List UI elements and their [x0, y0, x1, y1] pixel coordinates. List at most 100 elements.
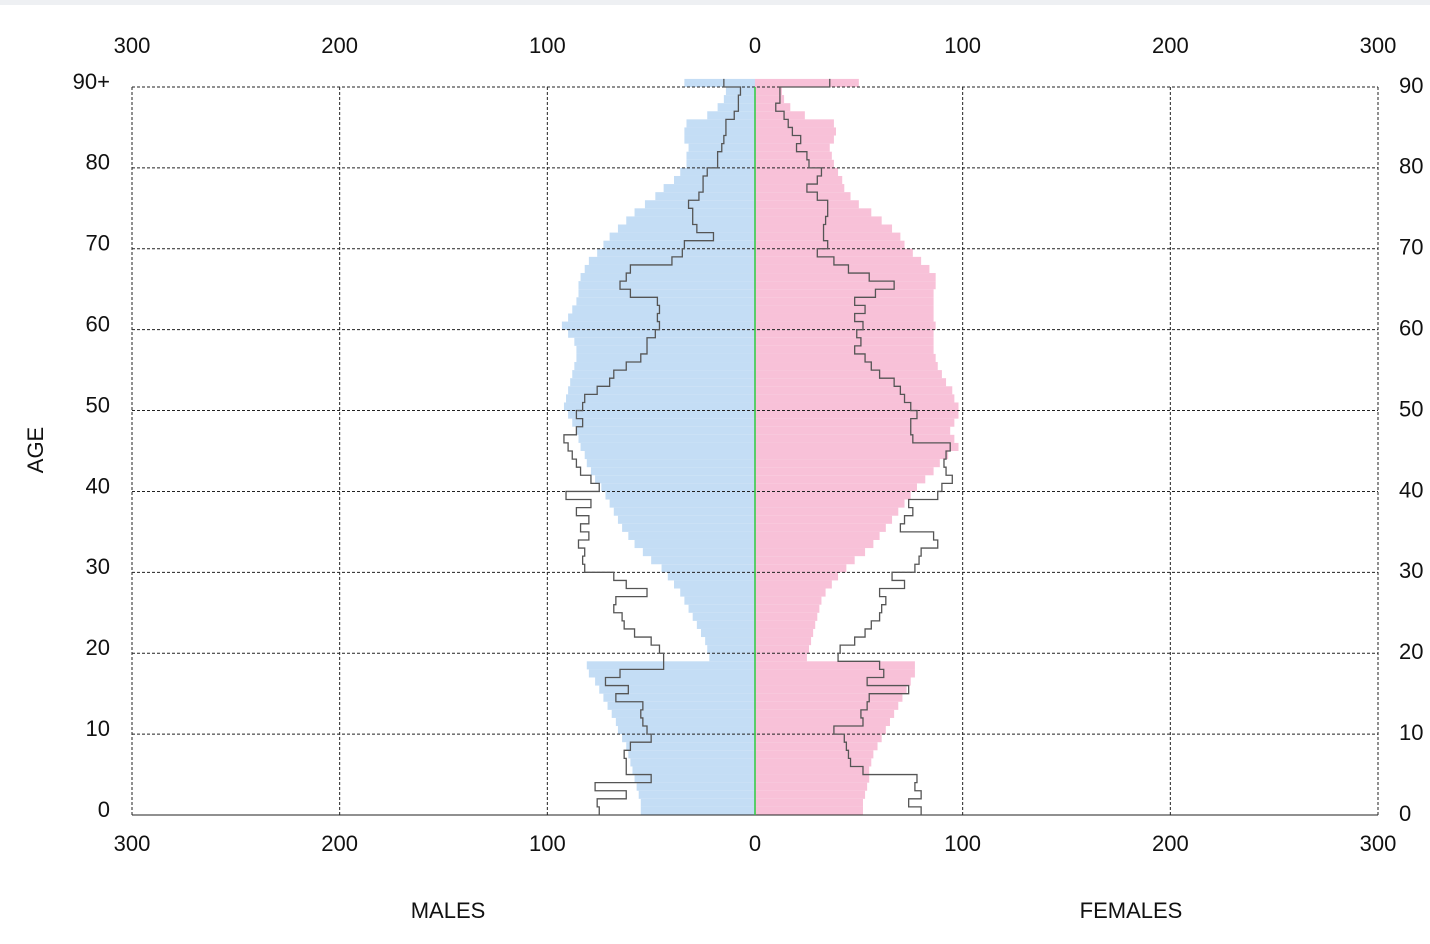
bar [755, 709, 895, 718]
y-tick-label: 10 [86, 716, 110, 741]
y2-tick-label: 30 [1399, 558, 1423, 583]
x-tick-label: 100 [529, 831, 566, 856]
bar [667, 572, 755, 581]
bar [755, 782, 868, 791]
bar [605, 491, 755, 500]
bar [755, 127, 836, 136]
y2-tick-label: 70 [1399, 235, 1423, 260]
bar [755, 653, 807, 662]
bar [634, 208, 755, 217]
bar [755, 135, 834, 144]
bar [603, 693, 755, 702]
bar [578, 281, 755, 290]
bar [755, 192, 851, 201]
bar [755, 240, 905, 249]
bar [755, 264, 930, 274]
bar [644, 200, 755, 209]
bar [755, 580, 832, 589]
bar [755, 523, 886, 532]
bar [617, 726, 755, 735]
bar [755, 410, 959, 419]
bar [755, 119, 834, 128]
y-tick-label: 40 [86, 473, 110, 498]
bar [686, 159, 755, 168]
y-tick-label: 30 [86, 554, 110, 579]
bar [755, 95, 785, 104]
bar [755, 329, 934, 338]
bar [755, 273, 936, 282]
bar [755, 693, 903, 702]
bar [640, 806, 755, 815]
bar [609, 232, 755, 241]
bar [568, 410, 755, 419]
bar [576, 345, 755, 354]
side-label: MALES [411, 898, 486, 923]
bar [603, 240, 755, 249]
bar [755, 297, 934, 306]
bar [755, 726, 886, 735]
bar [755, 159, 834, 168]
bar [755, 184, 845, 193]
bar [755, 596, 822, 605]
bar [755, 337, 934, 346]
bar [755, 572, 839, 581]
y-tick-label: 0 [98, 797, 110, 822]
bar [680, 167, 755, 176]
y2-tick-label: 50 [1399, 396, 1423, 421]
bar [661, 564, 755, 573]
bar [563, 402, 755, 411]
outline-line [563, 78, 742, 815]
bar [705, 637, 755, 646]
bar [572, 305, 755, 314]
bar [755, 216, 882, 225]
outline-line [775, 78, 953, 815]
bar [755, 556, 855, 565]
bar [628, 750, 755, 759]
bar [755, 281, 936, 290]
bar [709, 653, 755, 662]
bar [617, 224, 755, 233]
bar [755, 256, 922, 265]
bar [755, 774, 870, 783]
bar [755, 564, 847, 573]
bar [755, 701, 899, 710]
bar [755, 87, 782, 96]
y2-tick-label: 40 [1399, 477, 1423, 502]
bar [613, 507, 755, 516]
bar [755, 515, 893, 524]
bar [755, 353, 936, 363]
y2-tick-label: 20 [1399, 639, 1423, 664]
bar [755, 669, 915, 678]
bar [707, 111, 755, 120]
bar [755, 612, 818, 621]
bar [578, 434, 755, 443]
y-axis-title: AGE [23, 427, 48, 473]
bar [696, 620, 755, 629]
bar [755, 248, 913, 257]
bar [584, 264, 755, 274]
bar [755, 742, 878, 751]
bar [574, 337, 755, 346]
bar [755, 645, 809, 654]
bar [755, 103, 791, 112]
bar [566, 394, 755, 403]
y-tick-label: 70 [86, 231, 110, 256]
bar [628, 531, 755, 540]
x-tick-label: 100 [944, 33, 981, 58]
bar [755, 143, 830, 152]
bar [755, 167, 839, 176]
bar [755, 451, 949, 460]
bar [701, 628, 755, 638]
bar [640, 798, 755, 807]
bar [755, 766, 870, 775]
bar [674, 580, 755, 589]
bar [755, 442, 959, 451]
bar [584, 451, 755, 460]
bar [568, 386, 755, 395]
bar [597, 248, 755, 257]
bar [755, 426, 951, 435]
bar [636, 782, 755, 791]
bar [755, 378, 947, 387]
bar [692, 612, 755, 621]
bar [630, 758, 755, 767]
